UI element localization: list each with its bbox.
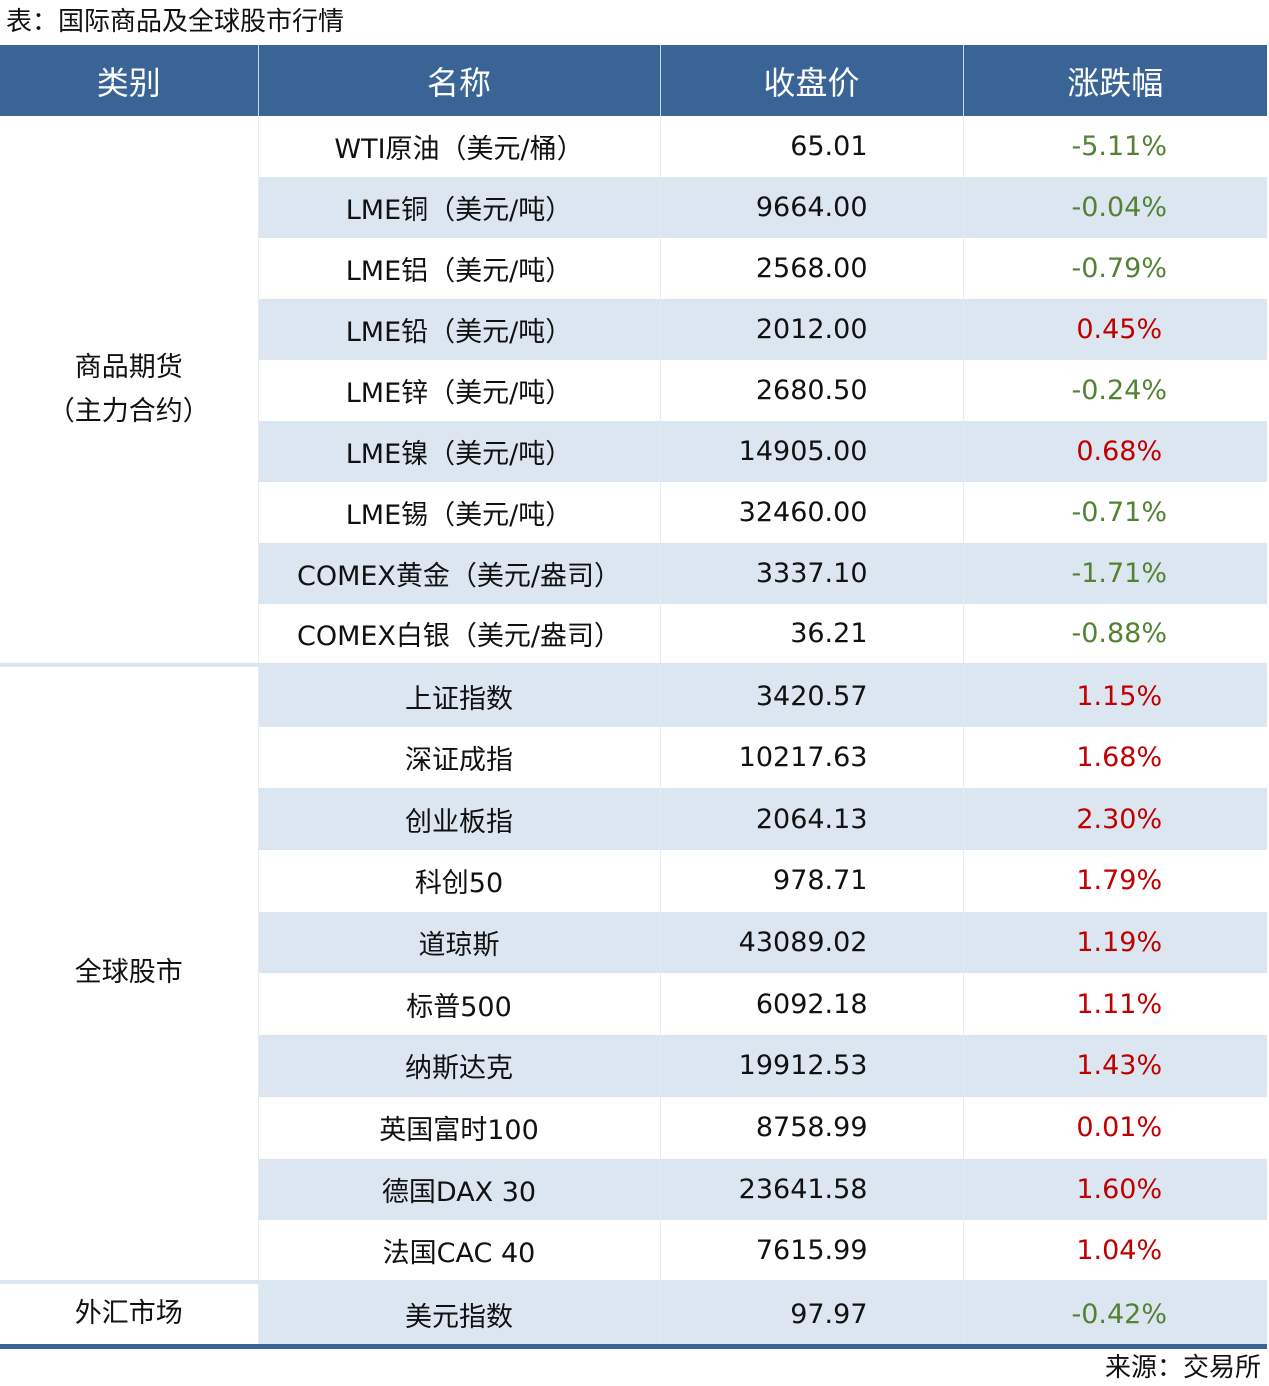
header-close: 收盘价 [659, 45, 963, 116]
table-row: 标普500 6092.18 1.11% [0, 973, 1267, 1036]
change-cell: 1.19% [962, 911, 1267, 974]
name-cell: 美元指数 [257, 1279, 660, 1350]
table-row: 科创50 978.71 1.79% [0, 850, 1267, 912]
table-row: LME铝（美元/吨） 2568.00 -0.79% [0, 238, 1267, 299]
market-table: 类别 名称 收盘价 涨跌幅 商品期货 （主力合约） WTI原油（美元/桶） 65.01… [0, 45, 1267, 1350]
name-cell: WTI原油（美元/桶） [257, 116, 660, 177]
change-cell: 1.11% [962, 973, 1267, 1036]
change-cell: -0.71% [962, 482, 1267, 543]
close-cell: 2012.00 [659, 299, 963, 360]
change-cell: 1.68% [962, 726, 1267, 789]
change-cell: -0.24% [962, 360, 1267, 421]
close-cell: 3337.10 [659, 543, 963, 604]
change-cell: -0.88% [962, 604, 1267, 665]
change-cell: 0.01% [962, 1096, 1267, 1159]
name-cell: 道琼斯 [257, 911, 660, 974]
change-cell: 1.79% [962, 850, 1267, 912]
close-cell: 43089.02 [659, 911, 963, 974]
change-cell: 1.43% [962, 1035, 1267, 1097]
name-cell: 上证指数 [257, 663, 660, 727]
change-cell: 0.45% [962, 299, 1267, 360]
name-cell: 深证成指 [257, 726, 660, 789]
close-cell: 3420.57 [659, 663, 963, 727]
table-row: 道琼斯 43089.02 1.19% [0, 911, 1267, 974]
name-cell: LME铝（美元/吨） [257, 238, 660, 299]
table-row: LME锌（美元/吨） 2680.50 -0.24% [0, 360, 1267, 421]
table-title: 表：国际商品及全球股市行情 [6, 7, 345, 37]
change-cell: 1.15% [962, 663, 1267, 727]
category-cell: 全球股市 [0, 663, 258, 1282]
header-change: 涨跌幅 [962, 45, 1267, 116]
close-cell: 14905.00 [659, 421, 963, 482]
name-cell: LME铅（美元/吨） [257, 299, 660, 360]
close-cell: 2064.13 [659, 788, 963, 851]
table-row: LME铅（美元/吨） 2012.00 0.45% [0, 299, 1267, 360]
table-row: COMEX黄金（美元/盎司） 3337.10 -1.71% [0, 543, 1267, 604]
change-cell: 2.30% [962, 788, 1267, 851]
close-cell: 19912.53 [659, 1035, 963, 1097]
change-cell: -0.42% [962, 1279, 1267, 1350]
name-cell: COMEX白银（美元/盎司） [257, 604, 660, 665]
name-cell: 标普500 [257, 973, 660, 1036]
close-cell: 7615.99 [659, 1220, 963, 1282]
change-cell: -1.71% [962, 543, 1267, 604]
close-cell: 32460.00 [659, 482, 963, 543]
table-row: 德国DAX 30 23641.58 1.60% [0, 1158, 1267, 1221]
table-row: 英国富时100 8758.99 0.01% [0, 1096, 1267, 1159]
category-cell: 外汇市场 [0, 1279, 258, 1350]
change-cell: 1.04% [962, 1220, 1267, 1282]
close-cell: 23641.58 [659, 1158, 963, 1221]
table-row: COMEX白银（美元/盎司） 36.21 -0.88% [0, 604, 1267, 665]
source-note: 来源：交易所 [1104, 1353, 1261, 1383]
name-cell: COMEX黄金（美元/盎司） [257, 543, 660, 604]
close-cell: 97.97 [659, 1279, 963, 1350]
close-cell: 36.21 [659, 604, 963, 665]
table-row: 纳斯达克 19912.53 1.43% [0, 1035, 1267, 1097]
change-cell: -0.04% [962, 177, 1267, 238]
category-cell: 商品期货 （主力合约） [0, 116, 258, 665]
table-row: 创业板指 2064.13 2.30% [0, 788, 1267, 851]
header-row: 类别 名称 收盘价 涨跌幅 [0, 45, 1267, 116]
name-cell: 纳斯达克 [257, 1035, 660, 1097]
name-cell: LME镍（美元/吨） [257, 421, 660, 482]
name-cell: LME铜（美元/吨） [257, 177, 660, 238]
name-cell: 德国DAX 30 [257, 1158, 660, 1221]
name-cell: 创业板指 [257, 788, 660, 851]
header-category: 类别 [0, 45, 258, 116]
table-row: LME铜（美元/吨） 9664.00 -0.04% [0, 177, 1267, 238]
close-cell: 8758.99 [659, 1096, 963, 1159]
close-cell: 2680.50 [659, 360, 963, 421]
header-name: 名称 [257, 45, 660, 116]
table-row: 外汇市场 美元指数 97.97 -0.42% [0, 1279, 1267, 1350]
name-cell: 英国富时100 [257, 1096, 660, 1159]
close-cell: 978.71 [659, 850, 963, 912]
change-cell: -0.79% [962, 238, 1267, 299]
close-cell: 6092.18 [659, 973, 963, 1036]
close-cell: 65.01 [659, 116, 963, 177]
change-cell: 0.68% [962, 421, 1267, 482]
table-row: LME锡（美元/吨） 32460.00 -0.71% [0, 482, 1267, 543]
table-row: 商品期货 （主力合约） WTI原油（美元/桶） 65.01 -5.11% [0, 116, 1267, 665]
table-row: 深证成指 10217.63 1.68% [0, 726, 1267, 789]
close-cell: 9664.00 [659, 177, 963, 238]
close-cell: 2568.00 [659, 238, 963, 299]
name-cell: LME锡（美元/吨） [257, 482, 660, 543]
table-row: 法国CAC 40 7615.99 1.04% [0, 1220, 1267, 1282]
table-row: LME镍（美元/吨） 14905.00 0.68% [0, 421, 1267, 482]
name-cell: 科创50 [257, 850, 660, 912]
change-cell: 1.60% [962, 1158, 1267, 1221]
name-cell: 法国CAC 40 [257, 1220, 660, 1282]
change-cell: -5.11% [962, 116, 1267, 177]
table-row: 全球股市 上证指数 3420.57 1.15% [0, 663, 1267, 1282]
close-cell: 10217.63 [659, 726, 963, 789]
name-cell: LME锌（美元/吨） [257, 360, 660, 421]
